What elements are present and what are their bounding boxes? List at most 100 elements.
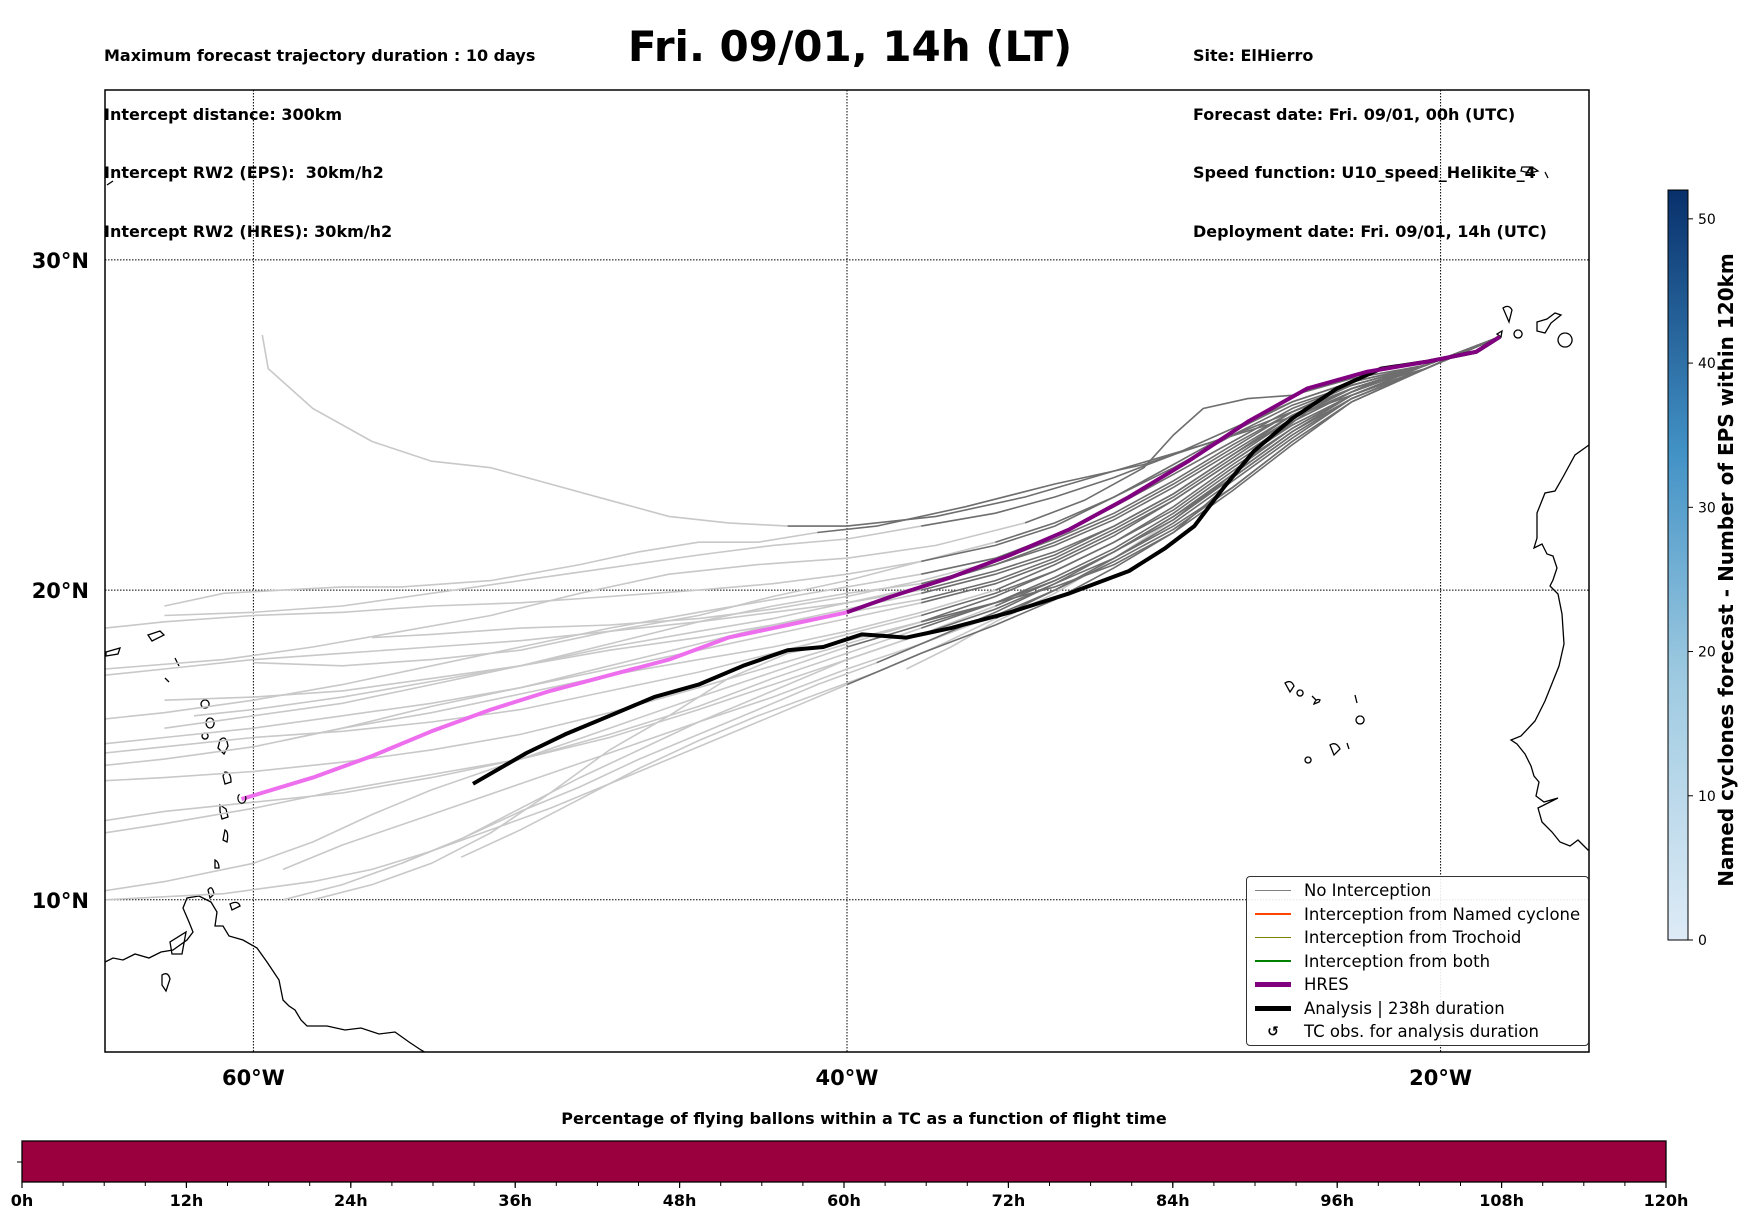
axis-tick-labels: 60°W 40°W 20°W 30°N 20°N 10°N	[32, 249, 1472, 1090]
speed-function: Speed function: U10_speed_Helikite_4	[1193, 163, 1536, 182]
time-tick-label: 0h	[11, 1191, 34, 1210]
eps-member-far	[261, 334, 788, 527]
lat-tick-label: 10°N	[32, 889, 89, 913]
coast-west-africa	[1509, 444, 1589, 851]
legend: No Interception Interception from Named …	[1246, 876, 1589, 1046]
colorbar-tick-label: 40	[1698, 356, 1716, 372]
colorbar-label: Named cyclones forecast - Number of EPS …	[1714, 253, 1738, 887]
colorbar-scale	[1667, 189, 1689, 941]
eps-member-near	[920, 335, 1501, 588]
eps-member-far	[105, 589, 922, 676]
eps-member-far	[105, 621, 922, 782]
eps-member-near	[921, 335, 1501, 527]
lon-tick-label: 60°W	[222, 1066, 285, 1090]
legend-item-named-cyclone: Interception from Named cyclone	[1247, 903, 1580, 926]
forecast-date: Forecast date: Fri. 09/01, 00h (UTC)	[1193, 104, 1516, 124]
hres-trajectory	[237, 335, 1502, 804]
coast-cape-verde	[1284, 680, 1365, 764]
eps-member-far	[105, 573, 922, 720]
legend-item-hres: HRES	[1247, 973, 1349, 996]
time-tick-label: 60h	[827, 1191, 861, 1210]
eps-member-far	[282, 589, 996, 742]
time-tick-label: 24h	[334, 1191, 368, 1210]
legend-item-trochoid: Interception from Trochoid	[1247, 926, 1521, 949]
eps-member-far	[105, 614, 922, 754]
legend-item-no-interception: No Interception	[1247, 879, 1431, 902]
time-ticks: 0h 12h 24h 36h 48h 60h 72h 84h 96h 108h 120h	[11, 1182, 1689, 1210]
colorbar: 0 10 20 30 40 50	[1667, 189, 1716, 949]
flight-time-bar: 0h 12h 24h 36h 48h 60h 72h 84h 96h 108h 120h	[11, 1140, 1689, 1210]
eps-member-far	[105, 646, 848, 892]
eps-member-near	[995, 335, 1501, 607]
colorbar-tick-label: 50	[1698, 212, 1716, 228]
run-parameters: Maximum forecast trajectory duration : 1…	[104, 7, 535, 261]
colorbar-tick-label: 10	[1698, 789, 1716, 805]
eps-member-far	[164, 582, 922, 729]
eps-member-far	[164, 531, 818, 607]
colorbar-tick-label: 20	[1698, 645, 1716, 661]
time-tick-label: 48h	[663, 1191, 697, 1210]
time-tick-label: 12h	[170, 1191, 204, 1210]
time-tick-label: 108h	[1479, 1191, 1524, 1210]
colorbar-tick-label: 30	[1698, 500, 1716, 516]
time-tick-label: 96h	[1320, 1191, 1354, 1210]
colorbar-tick-label: 0	[1698, 933, 1707, 949]
eps-member-near	[995, 335, 1501, 563]
legend-swatch	[1255, 982, 1291, 987]
legend-swatch	[1255, 1005, 1291, 1011]
eps-member-far	[164, 586, 922, 701]
lon-tick-label: 20°W	[1409, 1066, 1472, 1090]
time-tick-label: 72h	[992, 1191, 1026, 1210]
lat-tick-label: 30°N	[32, 249, 89, 273]
eps-member-far	[105, 560, 922, 629]
hres-line-near	[846, 335, 1502, 615]
eps-member-far	[164, 525, 922, 617]
graticule	[105, 90, 1589, 1052]
coast-madeira	[1520, 166, 1549, 179]
coast-canary-islands	[1495, 305, 1573, 348]
legend-item-both: Interception from both	[1247, 950, 1490, 973]
param-intercept-distance: Intercept distance: 300km	[104, 104, 343, 124]
eps-member-far	[282, 614, 996, 871]
hres-line-far	[240, 610, 848, 802]
colorbar-ticks: 0 10 20 30 40 50	[1688, 212, 1716, 949]
analysis-line	[472, 335, 1502, 786]
coastlines	[105, 166, 1589, 1052]
analysis-trajectory	[472, 335, 1502, 786]
time-tick-label: 36h	[498, 1191, 532, 1210]
site-info: Site: ElHierro Forecast date: Fri. 09/01…	[1193, 7, 1547, 261]
legend-item-tc-obs: ↺ TC obs. for analysis duration	[1247, 1020, 1539, 1043]
lon-tick-label: 40°W	[816, 1066, 879, 1090]
coast-south-america	[105, 895, 426, 1052]
legend-swatch	[1255, 960, 1291, 962]
site-name: Site: ElHierro	[1193, 46, 1314, 65]
coast-trinidad	[161, 930, 187, 993]
eps-member-far	[372, 560, 996, 639]
time-bar-title: Percentage of flying ballons within a TC…	[561, 1109, 1167, 1128]
eps-member-far	[105, 592, 922, 767]
param-duration: Maximum forecast trajectory duration : 1…	[104, 46, 536, 65]
eps-member-near	[995, 335, 1501, 591]
eps-member-far	[105, 683, 848, 901]
deployment-date: Deployment date: Fri. 09/01, 14h (UTC)	[1193, 221, 1547, 241]
eps-member-far	[401, 605, 996, 865]
tc-percentage-bar	[21, 1140, 1667, 1183]
eps-member-near	[1024, 335, 1501, 524]
param-intercept-hres: Intercept RW2 (HRES): 30km/h2	[104, 221, 393, 241]
map-frame	[104, 89, 1590, 1053]
lat-tick-label: 20°N	[32, 579, 89, 603]
legend-item-analysis: Analysis | 238h duration	[1247, 997, 1505, 1020]
page-title: Fri. 09/01, 14h (LT)	[627, 22, 1073, 71]
coast-top-left	[106, 180, 114, 186]
eps-member-far	[105, 522, 1026, 670]
eps-member-near	[846, 335, 1501, 648]
time-tick-label: 120h	[1644, 1191, 1689, 1210]
legend-swatch	[1255, 936, 1291, 939]
eps-member-near	[995, 335, 1501, 620]
eps-member-far	[253, 541, 996, 667]
eps-member-far	[105, 633, 922, 834]
param-intercept-eps: Intercept RW2 (EPS): 30km/h2	[104, 163, 384, 182]
tc-symbol-icon: ↺	[1267, 1023, 1279, 1040]
legend-swatch	[1255, 913, 1291, 915]
